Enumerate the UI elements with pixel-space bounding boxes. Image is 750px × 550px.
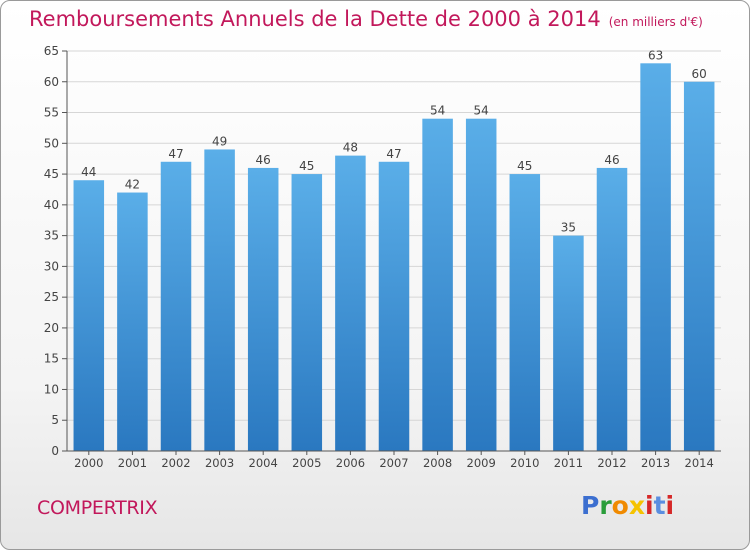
x-tick-label: 2006 — [336, 456, 365, 470]
bar — [204, 149, 235, 451]
y-tick-label: 20 — [44, 321, 59, 335]
bar — [117, 192, 148, 452]
bar-value-label: 45 — [517, 159, 532, 173]
y-tick-label: 5 — [51, 413, 59, 427]
commune-name: COMPERTRIX — [37, 497, 158, 519]
bar — [683, 81, 715, 452]
bar-value-label: 46 — [604, 153, 619, 167]
x-tick-label: 2005 — [292, 456, 321, 470]
x-tick-label: 2000 — [74, 456, 103, 470]
bar — [291, 174, 323, 452]
bar — [465, 118, 497, 451]
bar-value-label: 46 — [256, 153, 271, 167]
bar-value-label: 47 — [168, 147, 183, 161]
x-tick-label: 2011 — [554, 456, 583, 470]
bar — [247, 167, 279, 451]
x-tick-label: 2008 — [423, 456, 452, 470]
y-tick-label: 40 — [44, 198, 59, 212]
y-tick-label: 55 — [44, 106, 59, 120]
bar-value-label: 54 — [430, 104, 445, 118]
bar-value-label: 60 — [692, 67, 707, 81]
x-tick-label: 2004 — [249, 456, 278, 470]
bar — [422, 118, 453, 451]
bar — [335, 155, 366, 451]
bar-value-label: 44 — [81, 165, 96, 179]
y-tick-label: 45 — [44, 167, 59, 181]
bar — [640, 63, 671, 452]
x-tick-label: 2014 — [685, 456, 714, 470]
x-tick-label: 2002 — [161, 456, 190, 470]
bar — [596, 167, 628, 451]
x-tick-label: 2013 — [641, 456, 670, 470]
bar — [553, 235, 584, 451]
y-tick-label: 60 — [44, 75, 59, 89]
axes: 0 5 10 15 20 25 30 35 40 45 50 55 60 65 2000 2001 2002 20… — [44, 44, 721, 470]
bar — [73, 180, 105, 451]
x-tick-label: 2001 — [118, 456, 147, 470]
bar-value-label: 47 — [386, 147, 401, 161]
x-tick-label: 2009 — [467, 456, 496, 470]
y-tick-label: 0 — [51, 444, 59, 458]
y-tick-label: 65 — [44, 44, 59, 58]
bars: 44 42 47 49 46 45 48 47 54 54 45 35 46 63 60 — [73, 48, 715, 452]
bar — [509, 174, 541, 452]
y-tick-label: 50 — [44, 136, 59, 150]
bar-value-label: 45 — [299, 159, 314, 173]
bar-value-label: 63 — [648, 48, 663, 62]
proxiti-logo: Proxiti — [581, 491, 675, 520]
bar-value-label: 42 — [125, 178, 140, 192]
bar-value-label: 35 — [561, 221, 576, 235]
x-tick-label: 2007 — [379, 456, 408, 470]
x-tick-label: 2012 — [597, 456, 626, 470]
bar-value-label: 48 — [343, 141, 358, 155]
y-tick-label: 10 — [44, 382, 59, 396]
y-tick-label: 35 — [44, 229, 59, 243]
chart-subtitle: (en milliers d'€) — [608, 15, 703, 29]
y-tick-label: 25 — [44, 290, 59, 304]
bar-value-label: 54 — [474, 104, 489, 118]
chart-title: Remboursements Annuels de la Dette de 20… — [29, 7, 703, 31]
bar — [378, 161, 410, 451]
bar — [160, 161, 192, 451]
x-tick-label: 2003 — [205, 456, 234, 470]
bar-value-label: 49 — [212, 134, 227, 148]
y-tick-label: 15 — [44, 352, 59, 366]
title-text: Remboursements Annuels de la Dette de 20… — [29, 7, 601, 31]
x-tick-label: 2010 — [510, 456, 539, 470]
y-tick-label: 30 — [44, 259, 59, 273]
